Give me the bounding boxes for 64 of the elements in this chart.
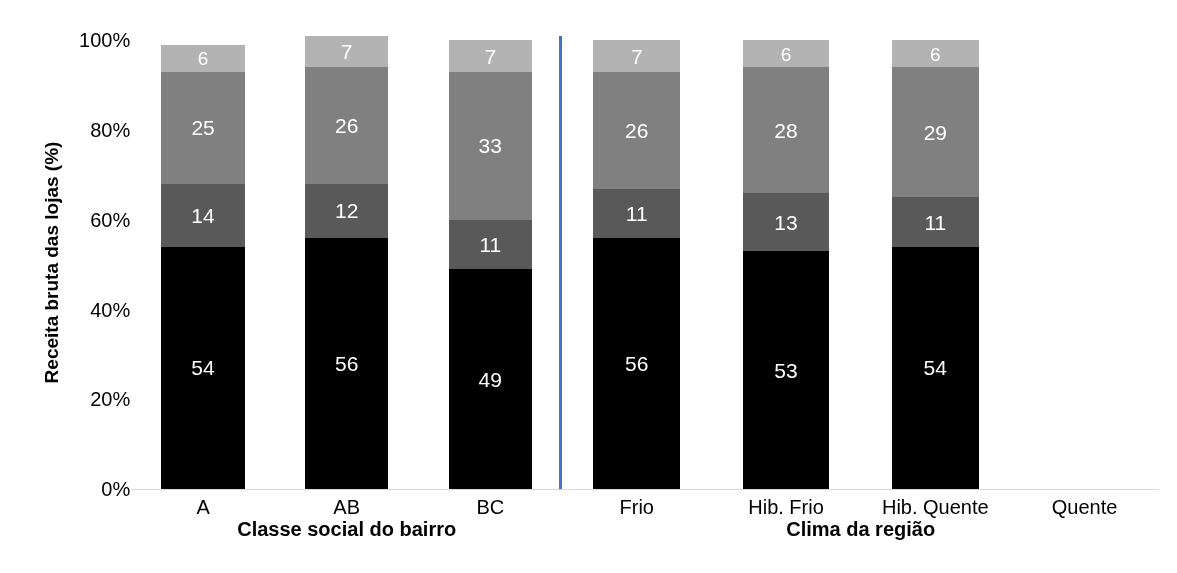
data-label: 11 <box>924 210 947 234</box>
bar <box>305 67 389 185</box>
y-tick-label: 100% <box>79 29 131 52</box>
data-label: 11 <box>625 201 648 225</box>
bar <box>593 71 681 189</box>
x-tick-label: A <box>196 496 211 518</box>
data-label: 11 <box>479 233 502 257</box>
x-tick-label: Hib. Quente <box>881 496 989 518</box>
y-tick-label: 20% <box>90 388 131 411</box>
bar <box>305 237 389 489</box>
data-label: 54 <box>923 356 948 380</box>
data-label: 54 <box>191 356 215 380</box>
bar <box>448 40 532 72</box>
x-tick-label: Hib. Frio <box>748 496 824 518</box>
data-label: 56 <box>335 351 359 375</box>
y-tick-label: 80% <box>90 119 131 142</box>
y-axis-title: Receita bruta das lojas (%) <box>40 141 62 384</box>
data-label: 6 <box>197 48 209 70</box>
data-label: 26 <box>625 118 649 142</box>
bar <box>448 269 532 489</box>
bar <box>161 184 245 247</box>
data-label: 14 <box>191 203 215 227</box>
bar <box>892 197 979 247</box>
data-label: 26 <box>335 114 359 138</box>
bar <box>305 184 389 238</box>
data-label: 7 <box>484 44 497 68</box>
bar <box>742 40 830 68</box>
x-tick-label: BC <box>476 496 505 518</box>
bar <box>742 251 830 489</box>
bar <box>892 246 979 489</box>
x-axis-title: Clima da região <box>786 518 936 540</box>
data-label: 33 <box>478 134 502 158</box>
x-tick-label: AB <box>333 496 361 518</box>
x-tick-label: Frio <box>619 496 654 518</box>
data-label: 6 <box>929 43 941 65</box>
y-tick-label: 0% <box>101 478 131 500</box>
bar <box>305 36 389 68</box>
bar <box>892 40 979 68</box>
bar <box>742 67 830 193</box>
data-label: 25 <box>191 116 215 140</box>
y-tick-label: 60% <box>90 208 131 231</box>
bar <box>161 44 245 72</box>
data-label: 29 <box>923 120 947 144</box>
data-label: 6 <box>780 43 792 65</box>
bar <box>742 192 830 252</box>
bar <box>161 246 245 489</box>
y-tick-label: 40% <box>90 298 131 321</box>
bar <box>448 219 532 270</box>
bar <box>593 188 681 238</box>
data-label: 53 <box>774 358 798 382</box>
x-tick-label: Quente <box>1051 496 1118 518</box>
bar <box>448 71 532 220</box>
data-label: 56 <box>625 351 649 375</box>
data-label: 12 <box>335 199 359 223</box>
data-label: 7 <box>630 44 643 68</box>
bar <box>892 67 979 198</box>
data-label: 7 <box>340 40 353 64</box>
data-label: 28 <box>774 118 798 142</box>
bar <box>161 71 245 185</box>
x-axis-title: Classe social do bairro <box>237 518 457 540</box>
bar <box>593 40 681 72</box>
bar <box>593 237 681 489</box>
data-label: 13 <box>774 210 798 234</box>
data-label: 49 <box>478 367 502 391</box>
